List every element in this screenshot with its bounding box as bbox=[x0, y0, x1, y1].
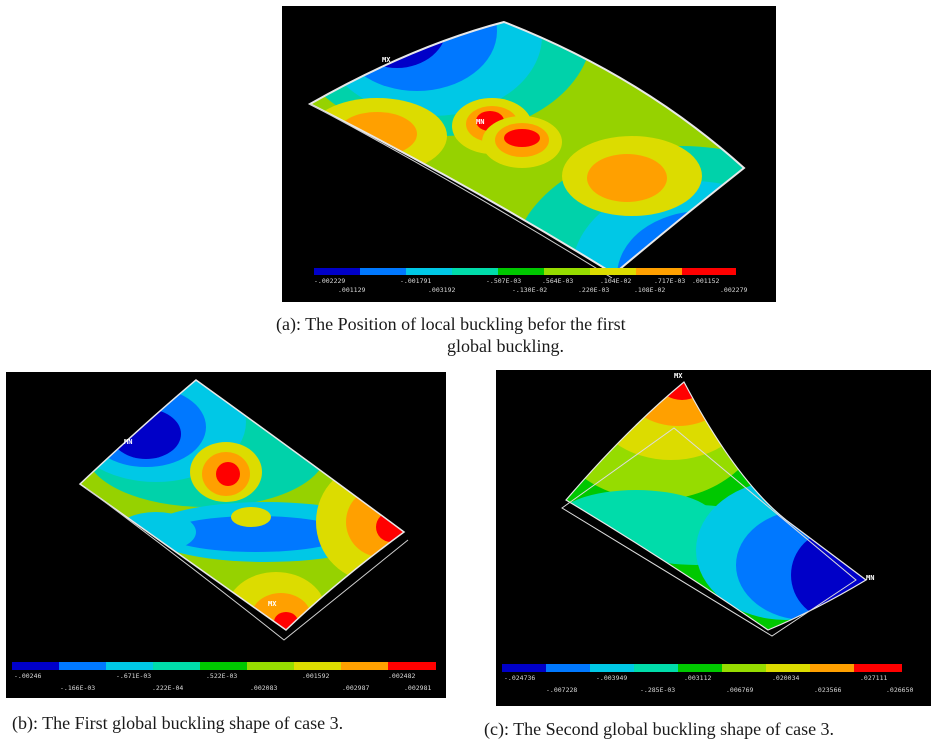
caption-b: (b): The First global buckling shape of … bbox=[12, 713, 344, 733]
legend-b-bottom-3: .002987 bbox=[342, 684, 369, 692]
legend-c-top-1: -.003949 bbox=[596, 674, 627, 682]
legend-a-bottom-4: .108E-02 bbox=[634, 286, 665, 294]
legend-a-bottom-5: .002279 bbox=[720, 286, 747, 294]
fea-contour-plot-b: MN MX -.00246 -.671E-03 .522E-03 .001592… bbox=[12, 379, 436, 692]
figure-panel-c: MX MN -.024736 -.003949 .003112 .020034 … bbox=[496, 370, 931, 706]
fea-contour-plot-c: MX MN -.024736 -.003949 .003112 .020034 … bbox=[502, 372, 913, 694]
legend-b-top-3: .001592 bbox=[302, 672, 329, 680]
legend-c-top-4: .027111 bbox=[860, 674, 887, 682]
color-legend-c: -.024736 -.003949 .003112 .020034 .02711… bbox=[502, 664, 913, 694]
legend-c-bottom-0: -.007228 bbox=[546, 686, 577, 694]
caption-a-line1: (a): The Position of local buckling befo… bbox=[276, 314, 626, 334]
legend-b-bottom-2: .002083 bbox=[250, 684, 277, 692]
legend-a-top-3: .564E-03 bbox=[542, 277, 573, 285]
fea-contour-plot-a: MX MN -.002229 -.001791 -.507E-03 .564E-… bbox=[307, 20, 747, 294]
legend-a-bottom-3: .220E-03 bbox=[578, 286, 609, 294]
legend-c-bottom-3: .023566 bbox=[814, 686, 841, 694]
color-legend-a: -.002229 -.001791 -.507E-03 .564E-03 .10… bbox=[314, 268, 747, 294]
legend-a-top-2: -.507E-03 bbox=[486, 277, 521, 285]
node-tag-mn-c: MN bbox=[866, 574, 874, 582]
node-tag-mn-b: MN bbox=[124, 438, 132, 446]
legend-a-top-5: .717E-03 bbox=[654, 277, 685, 285]
legend-b-top-2: .522E-03 bbox=[206, 672, 237, 680]
legend-a-extra-top: .001152 bbox=[692, 277, 719, 285]
legend-c-bottom-4: .026650 bbox=[886, 686, 913, 694]
figure-panel-b: MN MX -.00246 -.671E-03 .522E-03 .001592… bbox=[6, 372, 446, 698]
node-tag-mx-c: MX bbox=[674, 372, 683, 380]
node-tag-mx-a: MX bbox=[382, 56, 391, 64]
legend-b-top-0: -.00246 bbox=[14, 672, 41, 680]
legend-a-bottom-0: .001129 bbox=[338, 286, 365, 294]
legend-b-bottom-4: .002981 bbox=[404, 684, 431, 692]
node-tag-mn-a: MN bbox=[476, 118, 484, 126]
legend-b-bottom-1: .222E-04 bbox=[152, 684, 183, 692]
legend-c-top-0: -.024736 bbox=[504, 674, 535, 682]
legend-a-bottom-2: -.130E-02 bbox=[512, 286, 547, 294]
caption-c: (c): The Second global buckling shape of… bbox=[484, 719, 835, 739]
legend-b-top-4: .002482 bbox=[388, 672, 415, 680]
legend-b-bottom-0: -.166E-03 bbox=[60, 684, 95, 692]
caption-a-line2: global buckling. bbox=[447, 336, 564, 356]
legend-c-top-3: .020034 bbox=[772, 674, 799, 682]
legend-a-top-1: -.001791 bbox=[400, 277, 431, 285]
figure-panel-a: MX MN -.002229 -.001791 -.507E-03 .564E-… bbox=[282, 6, 776, 302]
node-tag-mx-b: MX bbox=[268, 600, 277, 608]
legend-a-bottom-1: .003192 bbox=[428, 286, 455, 294]
legend-b-top-1: -.671E-03 bbox=[116, 672, 151, 680]
legend-c-top-2: .003112 bbox=[684, 674, 711, 682]
legend-a-top-4: .104E-02 bbox=[600, 277, 631, 285]
legend-c-bottom-1: -.285E-03 bbox=[640, 686, 675, 694]
legend-c-bottom-2: .006769 bbox=[726, 686, 753, 694]
color-legend-b: -.00246 -.671E-03 .522E-03 .001592 .0024… bbox=[12, 662, 436, 692]
legend-a-top-0: -.002229 bbox=[314, 277, 345, 285]
